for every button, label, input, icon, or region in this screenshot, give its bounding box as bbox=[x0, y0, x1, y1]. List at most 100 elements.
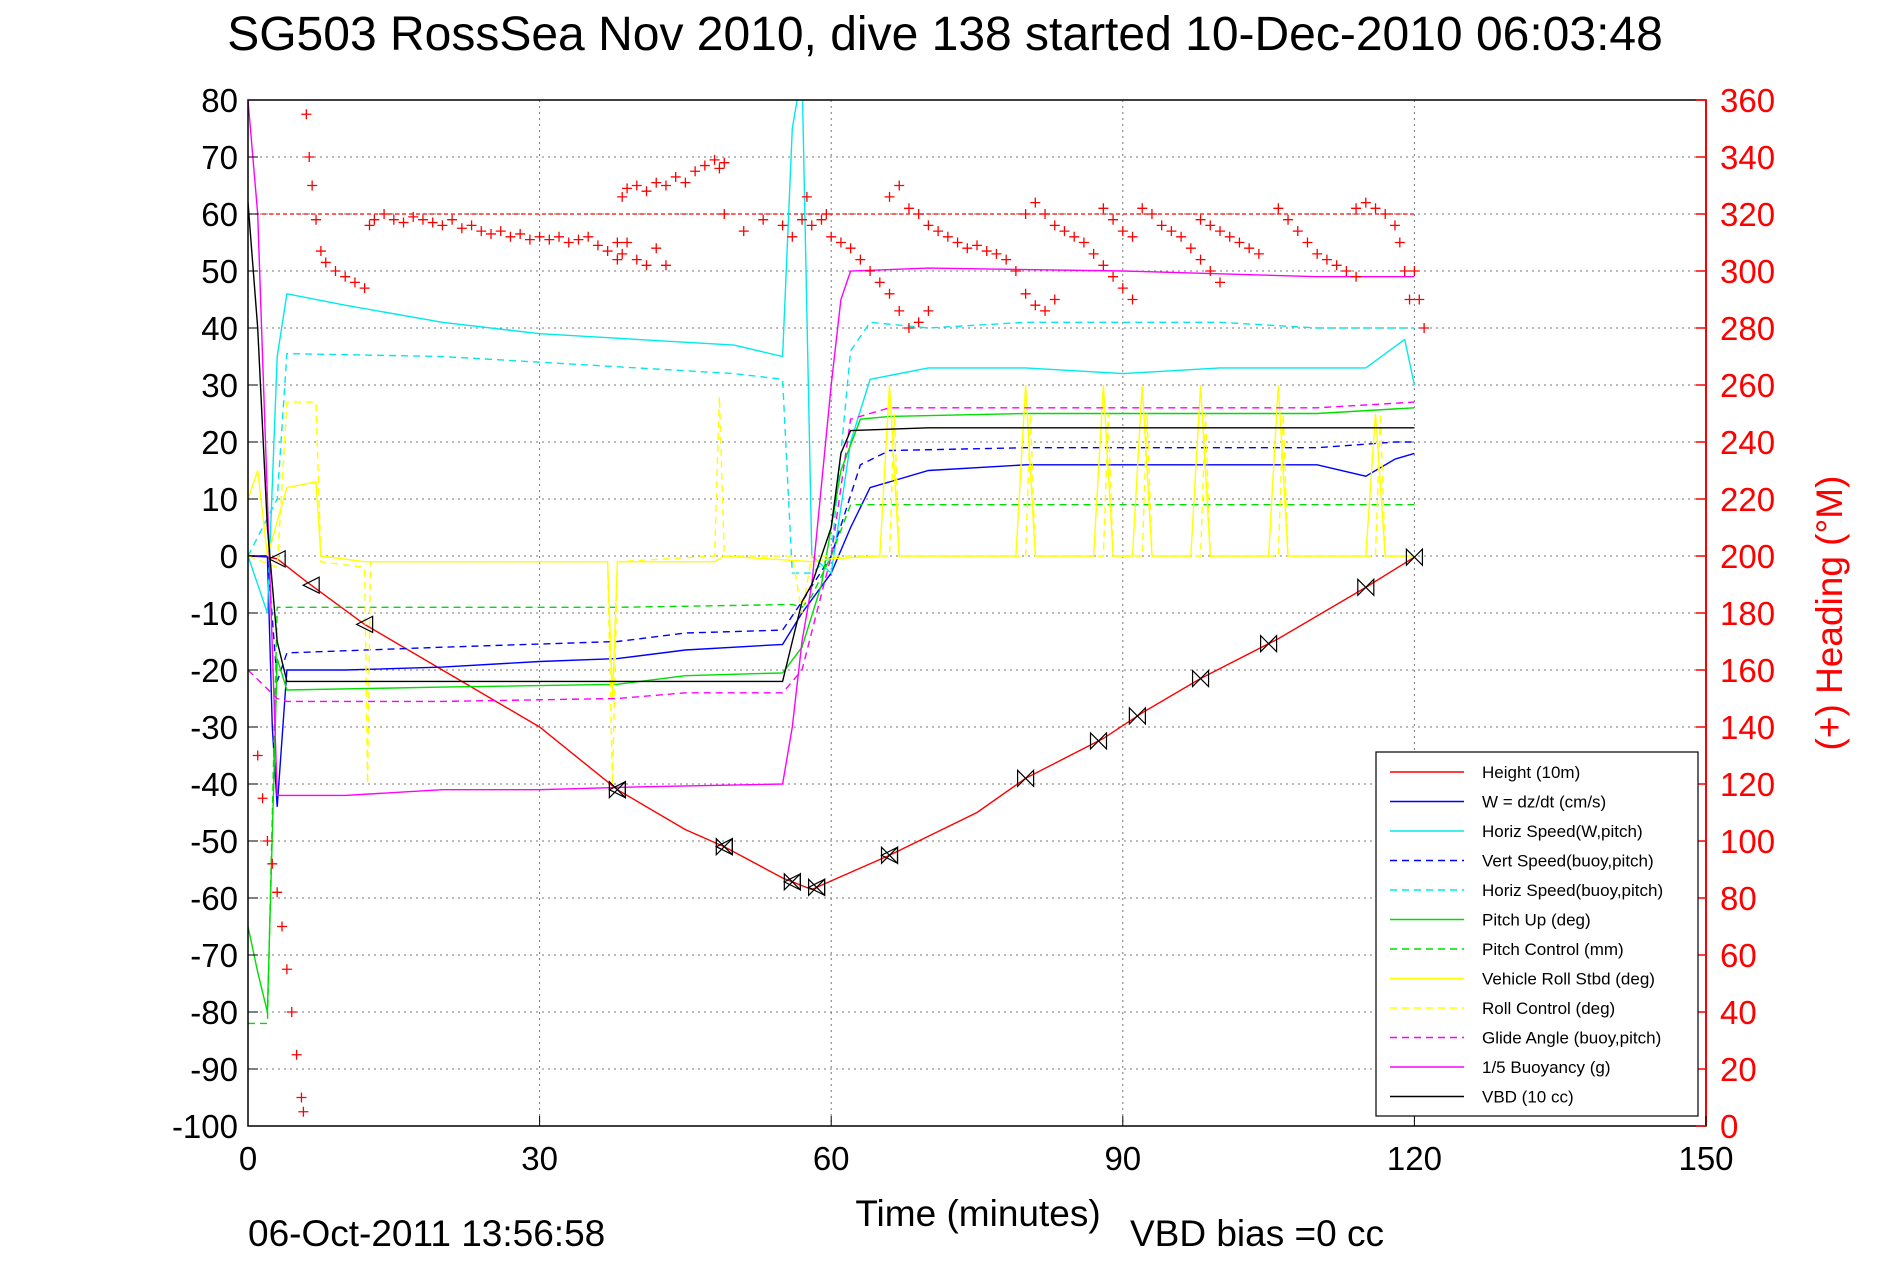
legend-label: W = dz/dt (cm/s) bbox=[1482, 793, 1606, 812]
y-right-tick-label: 280 bbox=[1720, 310, 1775, 347]
heading-marker bbox=[923, 305, 934, 316]
heading-marker bbox=[651, 243, 662, 254]
x-tick-label: 90 bbox=[1104, 1140, 1141, 1177]
series-roll-control-deg bbox=[248, 396, 1415, 785]
heading-marker bbox=[845, 243, 856, 254]
heading-marker bbox=[291, 1049, 302, 1060]
heading-marker bbox=[1394, 237, 1405, 248]
heading-marker bbox=[1078, 237, 1089, 248]
heading-marker bbox=[307, 180, 318, 191]
heading-marker bbox=[315, 246, 326, 257]
depth-marker-bowtie bbox=[1357, 577, 1375, 597]
y-right-tick-label: 240 bbox=[1720, 424, 1775, 461]
y-axis-left: 80 70 60 50 40 30 20 10 0 -10 -20 -30 -40 -50 -60 -70 -8… bbox=[172, 82, 258, 1145]
heading-marker bbox=[296, 1092, 307, 1103]
heading-marker bbox=[719, 157, 730, 168]
legend-label: Pitch Up (deg) bbox=[1482, 911, 1591, 930]
series-vert-speed-buoy-pitch bbox=[248, 441, 1415, 682]
heading-marker bbox=[758, 214, 769, 225]
heading-marker bbox=[1001, 254, 1012, 265]
y-tick-label: 70 bbox=[201, 139, 238, 176]
heading-marker bbox=[1419, 323, 1430, 333]
heading-marker bbox=[1321, 254, 1332, 265]
series-height-10m bbox=[248, 555, 1415, 891]
legend-label: 1/5 Buoyancy (g) bbox=[1482, 1058, 1611, 1077]
heading-marker bbox=[670, 171, 681, 182]
y-tick-label: -90 bbox=[190, 1051, 238, 1088]
heading-marker bbox=[495, 226, 506, 237]
heading-marker bbox=[267, 858, 278, 869]
heading-marker bbox=[714, 163, 725, 174]
heading-marker bbox=[524, 234, 535, 245]
heading-marker bbox=[612, 254, 623, 265]
depth-marker-bowtie bbox=[1191, 669, 1210, 688]
heading-marker bbox=[1195, 254, 1206, 265]
heading-marker bbox=[330, 266, 341, 276]
depth-marker bbox=[301, 576, 320, 595]
heading-marker bbox=[1098, 203, 1109, 214]
heading-marker bbox=[1399, 266, 1410, 276]
heading-marker bbox=[617, 191, 628, 202]
heading-marker bbox=[583, 231, 594, 242]
heading-marker bbox=[1380, 209, 1391, 219]
heading-marker bbox=[1414, 294, 1425, 305]
heading-marker bbox=[1040, 305, 1051, 316]
heading-marker bbox=[304, 152, 315, 162]
y-right-tick-label: 300 bbox=[1720, 253, 1775, 290]
heading-marker bbox=[1253, 248, 1264, 259]
heading-marker bbox=[1030, 300, 1041, 311]
heading-marker bbox=[1137, 203, 1148, 214]
heading-marker bbox=[1069, 231, 1080, 242]
series-vehicle-roll-stbd-deg bbox=[248, 384, 1415, 699]
heading-marker bbox=[554, 231, 565, 242]
depth-marker-bowtie bbox=[1260, 634, 1278, 654]
heading-marker bbox=[1030, 197, 1041, 208]
heading-marker bbox=[602, 246, 613, 257]
y-tick-label: 50 bbox=[201, 253, 238, 290]
y-right-tick-label: 160 bbox=[1720, 652, 1775, 689]
plot-area bbox=[248, 100, 1430, 1117]
footer-date: 06-Oct-2011 13:56:58 bbox=[248, 1213, 605, 1254]
heading-marker bbox=[340, 271, 351, 282]
heading-marker bbox=[1059, 226, 1070, 237]
heading-marker bbox=[1020, 288, 1031, 299]
depth-marker-bowtie bbox=[608, 780, 626, 800]
heading-marker bbox=[1224, 231, 1235, 242]
heading-marker bbox=[894, 180, 905, 191]
heading-marker bbox=[466, 220, 477, 231]
heading-marker bbox=[933, 226, 944, 237]
series-horiz-speed-w-pitch bbox=[248, 100, 1416, 614]
heading-marker bbox=[388, 214, 399, 225]
heading-marker bbox=[1185, 243, 1196, 254]
heading-marker bbox=[981, 246, 992, 257]
heading-marker bbox=[884, 191, 895, 202]
heading-marker bbox=[563, 237, 574, 248]
series-1-5-buoyancy-g bbox=[248, 100, 1415, 797]
legend-label: Pitch Control (mm) bbox=[1482, 940, 1624, 959]
y-tick-label: 60 bbox=[201, 196, 238, 233]
heading-marker bbox=[1283, 214, 1294, 225]
y-tick-label: -50 bbox=[190, 823, 238, 860]
y-right-tick-label: 80 bbox=[1720, 880, 1757, 917]
y-right-tick-label: 20 bbox=[1720, 1051, 1757, 1088]
x-tick-label: 60 bbox=[813, 1140, 850, 1177]
heading-marker bbox=[1205, 220, 1216, 231]
x-axis: 0 30 60 90 120 150 bbox=[239, 1116, 1734, 1177]
heading-marker bbox=[320, 257, 331, 268]
depth-marker-bowtie bbox=[808, 877, 826, 897]
heading-marker bbox=[544, 234, 555, 245]
heading-marker bbox=[972, 240, 982, 251]
legend-label: Horiz Speed(W,pitch) bbox=[1482, 822, 1643, 841]
legend-label: Height (10m) bbox=[1482, 763, 1580, 782]
heading-marker bbox=[641, 186, 652, 197]
heading-marker bbox=[1341, 266, 1352, 276]
heading-marker bbox=[1292, 226, 1303, 237]
legend-label: Vehicle Roll Stbd (deg) bbox=[1482, 970, 1655, 989]
heading-marker bbox=[1409, 266, 1420, 276]
heading-marker bbox=[1010, 266, 1021, 276]
legend-label: Horiz Speed(buoy,pitch) bbox=[1482, 881, 1663, 900]
heading-marker bbox=[369, 214, 380, 225]
y-right-tick-label: 120 bbox=[1720, 766, 1775, 803]
heading-marker bbox=[680, 177, 691, 188]
